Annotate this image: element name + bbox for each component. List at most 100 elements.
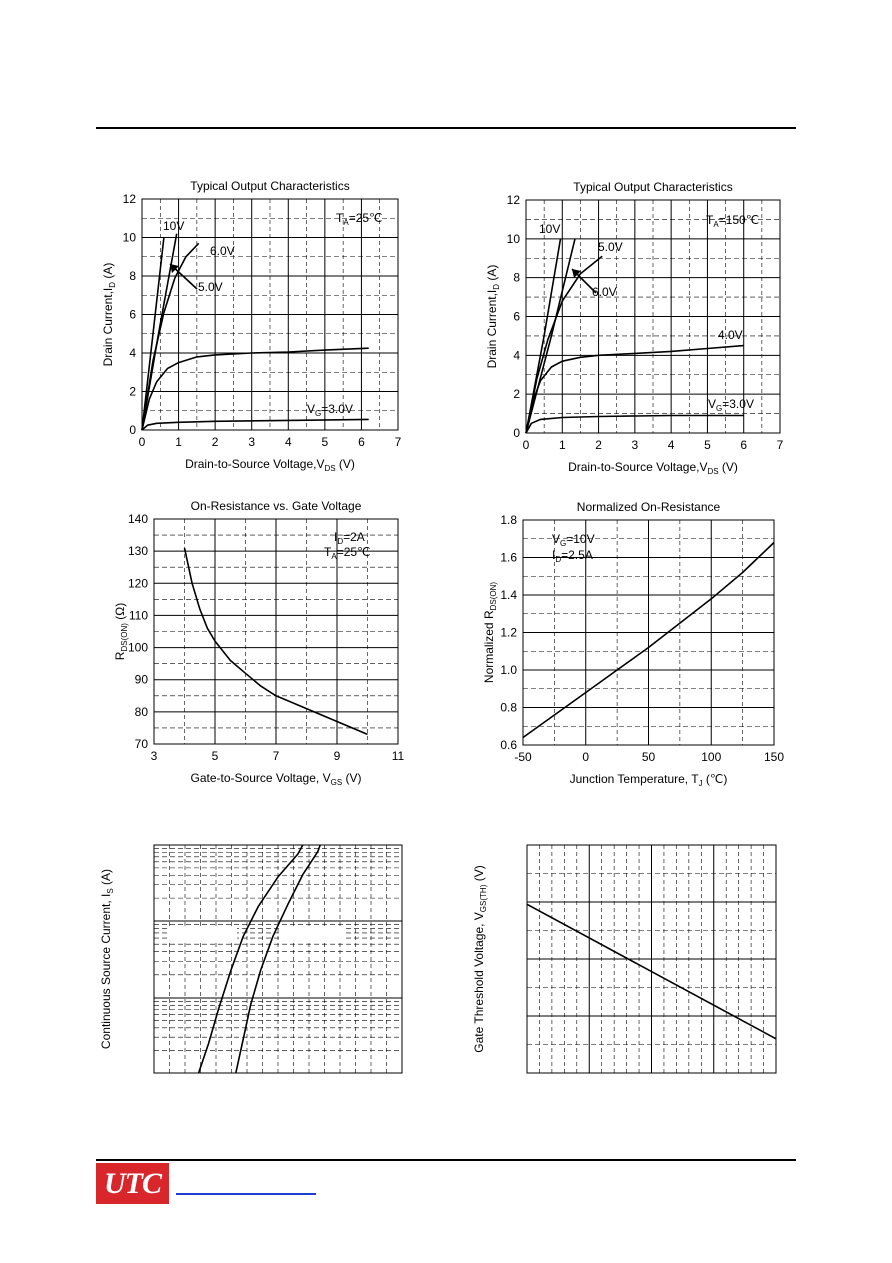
x-tick-label: 7 (395, 435, 402, 449)
y-tick-label: 110 (129, 608, 148, 622)
y-tick-label: 8 (513, 271, 520, 285)
y-tick-label: 70 (135, 737, 149, 751)
x-tick-label: 0 (139, 435, 146, 449)
x-tick-label: 4 (285, 435, 292, 449)
y-tick-label: 100 (128, 641, 148, 655)
x-tick-label: 0 (582, 750, 589, 764)
x-tick-label: 6 (740, 438, 747, 452)
chart-title: On-Resistance vs. Gate Voltage (191, 499, 362, 513)
series-label: 5.0V (598, 240, 623, 254)
y-tick-label: 80 (135, 705, 149, 719)
plot-frame (522, 519, 775, 746)
x-tick-label: 0 (523, 438, 530, 452)
series-line (525, 238, 576, 434)
y-tick-label: 0.8 (500, 701, 517, 715)
y-axis-label: Drain Current,ID (A) (485, 265, 501, 369)
chart-annotation: VG=10V (552, 532, 595, 548)
chart-annotation: TA=25℃ (336, 211, 383, 227)
x-axis-label: Drain-to-Source Voltage,VDS (V) (185, 457, 355, 473)
chart-title: Typical Output Characteristics (573, 180, 732, 194)
series-line (141, 347, 369, 431)
series-line (526, 903, 777, 1040)
chart-grid (527, 845, 776, 1073)
x-axis-label: Gate-to-Source Voltage, VGS (V) (191, 771, 362, 787)
footer-rule (96, 1159, 796, 1161)
y-tick-label: 1.0 (500, 663, 517, 677)
header-rule (96, 127, 796, 129)
chart-grid (526, 200, 780, 433)
x-tick-label: 3 (151, 749, 158, 763)
y-tick-label: 12 (507, 193, 521, 207)
chart-4: Normalized On-Resistance -50 0 50 100 150 0.6 0… (482, 500, 784, 788)
series-label: 6.0V (210, 244, 235, 258)
y-axis-label: Gate Threshold Voltage, VGS(TH) (V) (472, 865, 488, 1052)
x-tick-label: 2 (212, 435, 219, 449)
y-tick-label: 10 (507, 232, 521, 246)
x-tick-label: 150 (764, 750, 784, 764)
label-arrowhead (572, 269, 581, 278)
chart-6: Gate Threshold Voltage, VGS(TH) (V) (472, 844, 777, 1074)
series-line (235, 844, 321, 1074)
series-label: 4.0V (718, 328, 743, 342)
y-tick-label: 1.6 (500, 551, 517, 565)
y-tick-label: 8 (129, 269, 136, 283)
chart-title: Normalized On-Resistance (577, 500, 721, 514)
y-tick-label: 4 (513, 348, 520, 362)
y-tick-label: 2 (129, 385, 136, 399)
x-axis-label: Junction Temperature, TJ (℃) (570, 772, 728, 788)
chart-grid (142, 199, 398, 430)
x-tick-label: 7 (777, 438, 784, 452)
x-tick-label: 5 (212, 749, 219, 763)
x-tick-label: 3 (248, 435, 255, 449)
x-tick-label: -50 (514, 750, 532, 764)
plot-frame (141, 198, 399, 431)
label-arrowhead (170, 264, 179, 273)
x-tick-label: 2 (595, 438, 602, 452)
y-tick-label: 120 (128, 576, 148, 590)
y-axis-label: Continuous Source Current, IS (A) (99, 869, 115, 1049)
plot-frame (525, 199, 781, 434)
series-label: 10V (163, 219, 184, 233)
x-tick-label: 7 (273, 749, 280, 763)
y-tick-label: 10 (123, 231, 137, 245)
website-link-underline[interactable] (176, 1193, 316, 1195)
x-axis-label: Drain-to-Source Voltage,VDS (V) (568, 460, 738, 476)
x-tick-label: 3 (632, 438, 639, 452)
series-line (525, 255, 603, 434)
chart-annotation: ID=2A (334, 530, 365, 546)
x-tick-label: 1 (175, 435, 182, 449)
x-tick-label: 5 (704, 438, 711, 452)
y-tick-label: 6 (129, 308, 136, 322)
y-axis-label: RDS(ON) (Ω) (113, 603, 129, 660)
x-tick-label: 50 (642, 750, 656, 764)
x-tick-label: 1 (559, 438, 566, 452)
y-tick-label: 140 (128, 512, 148, 526)
utc-logo: UTC (96, 1163, 169, 1204)
y-tick-label: 1.8 (500, 513, 517, 527)
series-line (141, 237, 165, 431)
chart-annotation: TA=25℃ (324, 545, 371, 561)
x-tick-label: 4 (668, 438, 675, 452)
y-axis-label: Drain Current,ID (A) (101, 263, 117, 367)
chart-grid (154, 519, 398, 744)
mask (167, 928, 237, 942)
y-tick-label: 0 (513, 426, 520, 440)
chart-5: Continuous Source Current, IS (A) (99, 844, 403, 1074)
y-tick-label: 1.2 (500, 626, 517, 640)
y-tick-label: 1.4 (500, 588, 517, 602)
chart-annotation: ID=2.5A (552, 548, 593, 564)
chart-2: Typical Output Characteristics 0 1 2 3 4 5 6 7 0 2… (485, 180, 784, 476)
series-line (197, 844, 304, 1074)
series-label: 6.0V (592, 285, 617, 299)
x-tick-label: 100 (701, 750, 721, 764)
series-label: VG=3.0V (708, 397, 754, 413)
series-line (522, 541, 775, 739)
series-line (525, 414, 744, 434)
plot-frame (526, 844, 777, 1074)
plot-frame (153, 844, 403, 1074)
series-label: 10V (539, 222, 560, 236)
y-tick-label: 0 (129, 423, 136, 437)
